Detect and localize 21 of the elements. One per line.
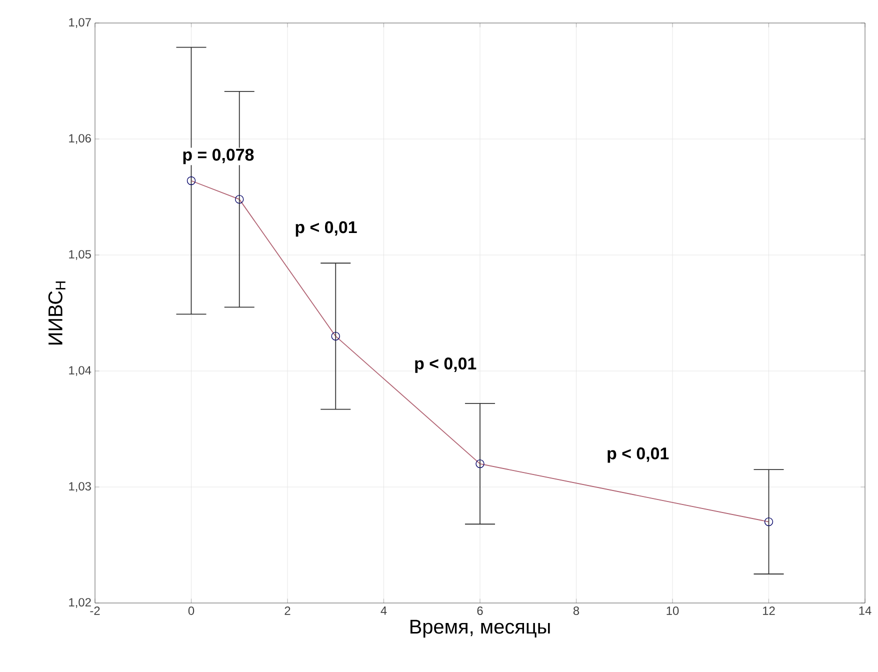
y-tick-label: 1,04: [69, 366, 92, 376]
x-tick-label: 8: [573, 606, 580, 615]
x-tick-label: 2: [284, 606, 290, 615]
y-tick-label: 1,05: [69, 250, 91, 260]
x-tick-label: 12: [763, 606, 775, 615]
y-tick-label: 1,07: [69, 18, 91, 28]
y-tick-label: 1,06: [69, 134, 91, 144]
x-tick-label: -2: [90, 606, 100, 615]
x-tick-label: 10: [666, 606, 679, 615]
x-axis-title: Время, месяцы: [410, 620, 550, 638]
y-tick-label: 1,02: [69, 598, 91, 608]
annotation: p < 0,01: [608, 447, 669, 463]
annotation: p < 0,01: [415, 358, 476, 373]
y-tick-label: 1,03: [69, 482, 91, 492]
x-tick-label: 4: [380, 606, 387, 615]
x-tick-label: 6: [477, 606, 483, 615]
annotation: p < 0,01: [296, 221, 357, 237]
annotation: p = 0,078: [183, 148, 254, 164]
y-axis-title: ИИВС$_{Н}$: [48, 282, 66, 344]
x-tick-label: 0: [188, 606, 194, 615]
x-tick-label: 14: [859, 606, 872, 615]
